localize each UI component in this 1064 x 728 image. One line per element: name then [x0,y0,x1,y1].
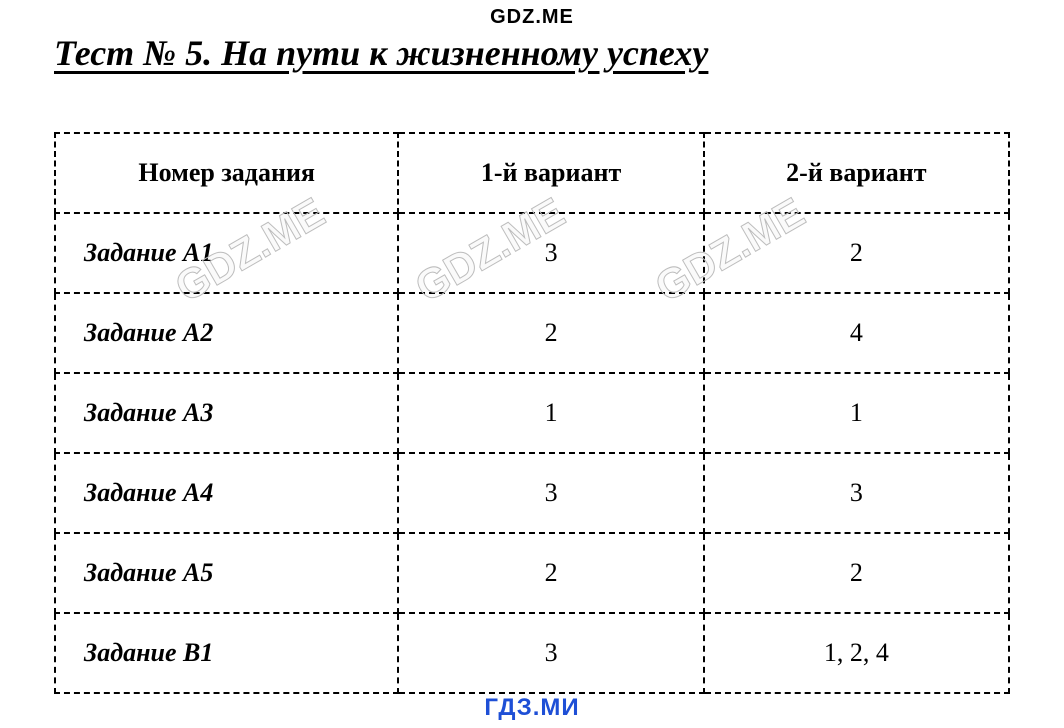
table-row: Задание А3 1 1 [55,373,1009,453]
cell-v2: 2 [704,533,1009,613]
cell-v2: 4 [704,293,1009,373]
page-root: GDZ.ME Тест № 5. На пути к жизненному ус… [0,0,1064,728]
cell-v1: 2 [398,293,703,373]
answers-table: Номер задания 1-й вариант 2-й вариант За… [54,132,1010,694]
cell-v1: 3 [398,213,703,293]
cell-v2: 1 [704,373,1009,453]
header-task: Номер задания [55,133,398,213]
page-title: Тест № 5. На пути к жизненному успеху [54,32,708,74]
cell-v2: 3 [704,453,1009,533]
bottom-brand: ГДЗ.МИ [0,694,1064,722]
task-label: Задание А2 [55,293,398,373]
task-label: Задание В1 [55,613,398,693]
top-watermark: GDZ.ME [0,6,1064,29]
cell-v2: 2 [704,213,1009,293]
header-variant-1: 1-й вариант [398,133,703,213]
cell-v1: 3 [398,453,703,533]
table-header-row: Номер задания 1-й вариант 2-й вариант [55,133,1009,213]
task-label: Задание А4 [55,453,398,533]
header-variant-2: 2-й вариант [704,133,1009,213]
table-row: Задание В1 3 1, 2, 4 [55,613,1009,693]
table-row: Задание А5 2 2 [55,533,1009,613]
cell-v1: 2 [398,533,703,613]
cell-v1: 3 [398,613,703,693]
table-row: Задание А2 2 4 [55,293,1009,373]
task-label: Задание А5 [55,533,398,613]
cell-v1: 1 [398,373,703,453]
task-label: Задание А1 [55,213,398,293]
cell-v2: 1, 2, 4 [704,613,1009,693]
table-row: Задание А1 3 2 [55,213,1009,293]
table-row: Задание А4 3 3 [55,453,1009,533]
answers-table-wrap: Номер задания 1-й вариант 2-й вариант За… [54,132,1010,694]
task-label: Задание А3 [55,373,398,453]
